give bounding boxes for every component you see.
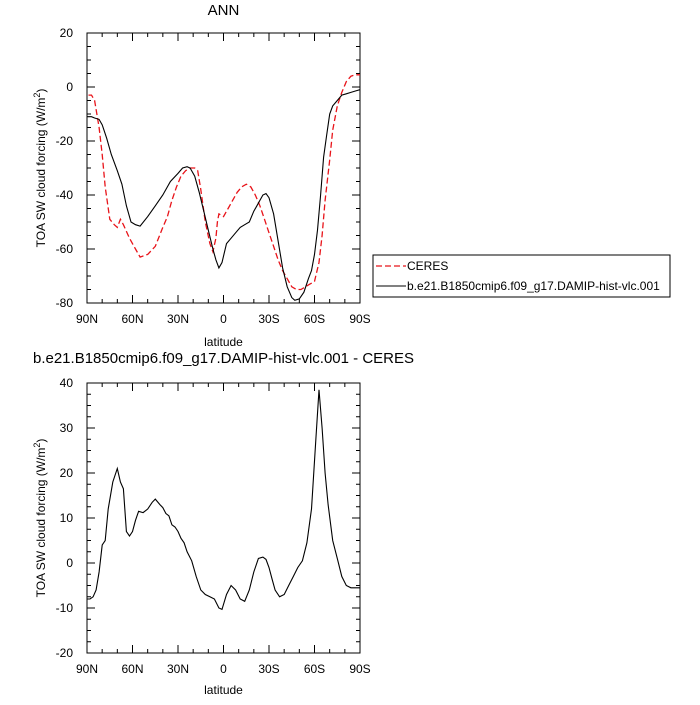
x-axis-label: latitude bbox=[204, 335, 243, 349]
y-tick-label: -60 bbox=[56, 242, 74, 256]
x-tick-label: 30S bbox=[258, 662, 279, 676]
y-tick-label: -10 bbox=[56, 601, 74, 615]
y-tick-label: -20 bbox=[56, 134, 74, 148]
y-axis-label-end: ) bbox=[34, 89, 48, 93]
x-tick-label: 60N bbox=[121, 662, 143, 676]
x-tick-label: 0 bbox=[220, 312, 227, 326]
series-line bbox=[87, 389, 360, 611]
x-tick-label: 90N bbox=[76, 662, 98, 676]
x-tick-label: 60N bbox=[121, 312, 143, 326]
x-tick-label: 0 bbox=[220, 662, 227, 676]
x-tick-label: 90S bbox=[349, 312, 370, 326]
y-axis-label: TOA SW cloud forcing (W/m2) bbox=[32, 439, 48, 598]
y-tick-label: 0 bbox=[66, 556, 73, 570]
y-tick-label: 20 bbox=[60, 26, 74, 40]
x-tick-label: 30S bbox=[258, 312, 279, 326]
x-tick-label: 30N bbox=[167, 312, 189, 326]
y-tick-label: 0 bbox=[66, 80, 73, 94]
y-axis-label: TOA SW cloud forcing (W/m2) bbox=[32, 89, 48, 248]
y-axis-label-text: TOA SW cloud forcing (W/m bbox=[34, 448, 48, 598]
legend-entry: b.e21.B1850cmip6.f09_g17.DAMIP-hist-vlc.… bbox=[407, 279, 660, 293]
y-tick-label: -40 bbox=[56, 188, 74, 202]
x-tick-label: 60S bbox=[304, 312, 325, 326]
y-tick-label: 10 bbox=[60, 511, 74, 525]
legend-entry: CERES bbox=[407, 259, 448, 273]
chart-title: ANN bbox=[208, 2, 240, 19]
y-axis-label-end: ) bbox=[34, 439, 48, 443]
chart-panel-2: b.e21.B1850cmip6.f09_g17.DAMIP-hist-vlc.… bbox=[32, 350, 414, 697]
y-tick-label: -80 bbox=[56, 296, 74, 310]
x-tick-label: 90N bbox=[76, 312, 98, 326]
x-tick-label: 60S bbox=[304, 662, 325, 676]
y-axis-label-superscript: 2 bbox=[32, 443, 42, 448]
chart-panel-1: ANN 90N 60N 30N 0 30S 60S 90S -80 -60 -40 -20 0 20 lat… bbox=[32, 2, 671, 349]
x-tick-label: 30N bbox=[167, 662, 189, 676]
y-tick-label: 20 bbox=[60, 466, 74, 480]
legend-box bbox=[372, 254, 671, 298]
x-axis-label: latitude bbox=[204, 683, 243, 697]
y-tick-label: -20 bbox=[56, 646, 74, 660]
series-line-b-e21-b1850cmip6-f09-g17-damip-hist-vlc-001 bbox=[87, 89, 360, 301]
y-axis-label-text: TOA SW cloud forcing (W/m bbox=[34, 98, 48, 248]
chart-title: b.e21.B1850cmip6.f09_g17.DAMIP-hist-vlc.… bbox=[33, 350, 414, 367]
y-tick-label: 30 bbox=[60, 421, 74, 435]
y-axis-label-superscript: 2 bbox=[32, 93, 42, 98]
series-line-ceres bbox=[88, 74, 360, 291]
plot-frame bbox=[86, 382, 361, 654]
x-tick-label: 90S bbox=[349, 662, 370, 676]
y-tick-label: 40 bbox=[60, 376, 74, 390]
